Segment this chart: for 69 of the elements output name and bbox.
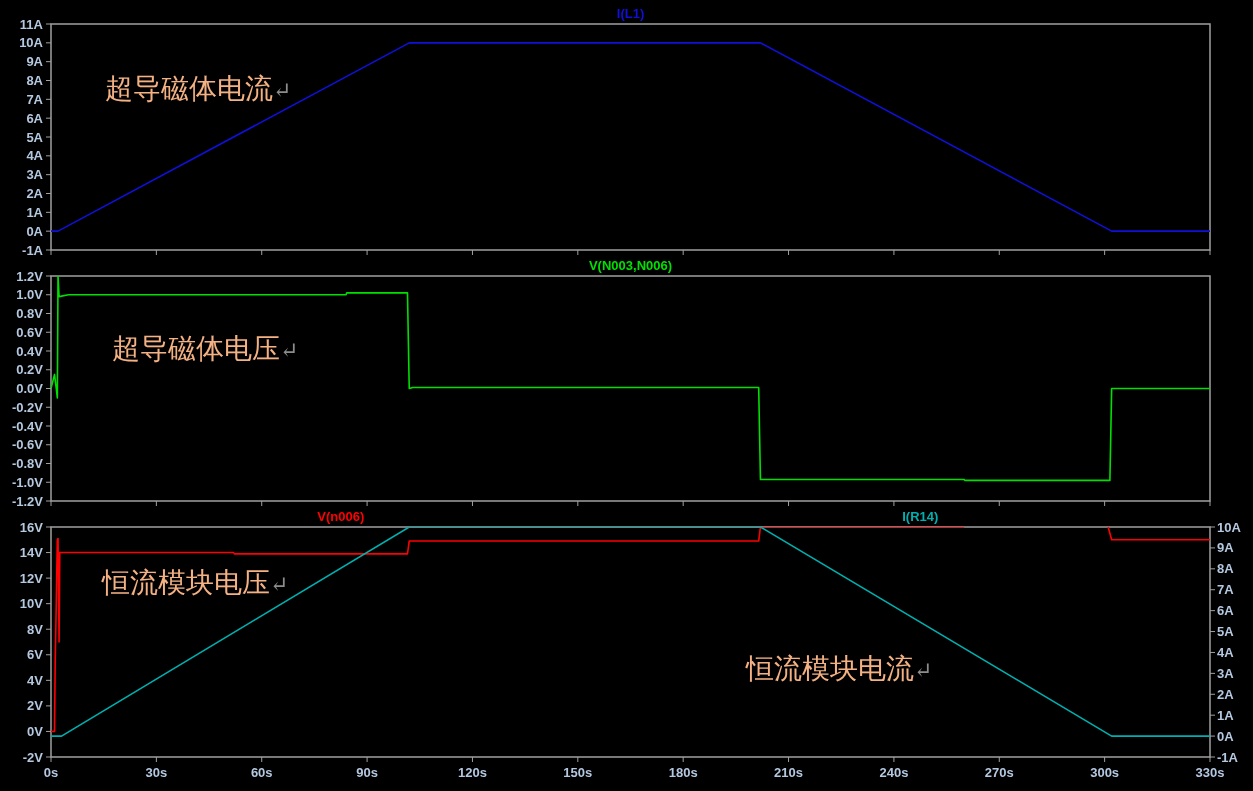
x-tick-label: 240s bbox=[879, 765, 909, 780]
y-tick-label: 7A bbox=[26, 91, 44, 107]
y-tick-label: -2V bbox=[22, 749, 44, 765]
series-label: I(L1) bbox=[616, 6, 645, 21]
x-tick-label: 330s bbox=[1195, 765, 1225, 780]
x-tick-label: 210s bbox=[774, 765, 804, 780]
y-tick-label: -1A bbox=[22, 242, 44, 258]
y-tick-label: 6A bbox=[26, 110, 44, 126]
y-tick-label: 0A bbox=[26, 223, 44, 239]
y2-tick-label: 4A bbox=[1217, 645, 1235, 660]
y2-tick-label: -1A bbox=[1217, 749, 1239, 765]
y2-tick-label: 5A bbox=[1217, 624, 1235, 640]
y-tick-label: 8V bbox=[27, 621, 44, 637]
y-tick-label: -1.0V bbox=[11, 474, 44, 490]
y-tick-label: 4V bbox=[27, 672, 44, 688]
text: V(n006) bbox=[317, 509, 365, 524]
y2-tick-label: 8A bbox=[1217, 561, 1235, 577]
y-tick-label: 10A bbox=[19, 35, 44, 51]
y-tick-label: 0.4V bbox=[16, 343, 44, 359]
y-tick-label: 2A bbox=[26, 186, 44, 202]
x-tick-label: 30s bbox=[145, 765, 168, 780]
y-tick-label: 14V bbox=[19, 545, 44, 561]
y-tick-label: -0.4V bbox=[11, 418, 44, 434]
annotation: 超导磁体电压↵ bbox=[112, 332, 299, 365]
y2-tick-label: 7A bbox=[1217, 582, 1235, 598]
y2-tick-label: 2A bbox=[1217, 686, 1235, 702]
x-tick-label: 300s bbox=[1090, 765, 1120, 780]
y2-tick-label: 3A bbox=[1217, 665, 1235, 681]
x-tick-label: 120s bbox=[457, 765, 487, 780]
line-series bbox=[51, 276, 1210, 482]
annotation: 超导磁体电流↵ bbox=[105, 72, 292, 105]
y-tick-label: -0.6V bbox=[11, 437, 44, 453]
y-tick-label: 11A bbox=[19, 16, 44, 32]
y-tick-label: -0.8V bbox=[11, 456, 44, 472]
text: I(R14) bbox=[902, 509, 939, 524]
text: V(N003,N006) bbox=[588, 258, 673, 273]
y-tick-label: 1.2V bbox=[16, 268, 44, 284]
y-tick-label: 1A bbox=[26, 204, 44, 220]
annotation: 恒流模块电压↵ bbox=[101, 566, 289, 599]
x-tick-label: 180s bbox=[668, 765, 698, 780]
x-tick-label: 270s bbox=[984, 765, 1014, 780]
y-tick-label: -0.2V bbox=[11, 399, 44, 415]
y-tick-label: 5A bbox=[26, 129, 44, 145]
y-tick-label: 0.2V bbox=[16, 362, 44, 378]
y-tick-label: 10V bbox=[19, 596, 44, 612]
y-tick-label: -1.2V bbox=[11, 493, 44, 509]
y2-tick-label: 6A bbox=[1217, 603, 1235, 619]
x-tick-label: 150s bbox=[563, 765, 593, 780]
y-tick-label: 12V bbox=[19, 570, 44, 586]
y2-tick-label: 9A bbox=[1217, 540, 1235, 556]
y-tick-label: 4A bbox=[26, 148, 44, 164]
y2-tick-label: 10A bbox=[1217, 519, 1242, 535]
y-tick-label: 8A bbox=[26, 73, 44, 89]
y-tick-label: 0V bbox=[27, 723, 44, 739]
x-tick-label: 60s bbox=[250, 765, 273, 780]
y-tick-label: 0.8V bbox=[16, 306, 44, 322]
y-tick-label: 6V bbox=[27, 647, 44, 663]
y-tick-label: 9A bbox=[26, 54, 44, 70]
x-tick-label: 0s bbox=[43, 765, 59, 780]
y2-tick-label: 0A bbox=[1217, 728, 1235, 744]
y-tick-label: 3A bbox=[26, 167, 44, 183]
y-tick-label: 0.6V bbox=[16, 324, 44, 340]
y-tick-label: 16V bbox=[19, 519, 44, 535]
y-tick-label: 0.0V bbox=[16, 381, 44, 397]
y-tick-label: 1.0V bbox=[16, 287, 44, 303]
y-tick-label: 2V bbox=[27, 698, 44, 714]
annotation: 恒流模块电流↵ bbox=[745, 652, 933, 685]
y2-tick-label: 1A bbox=[1217, 707, 1235, 723]
x-tick-label: 90s bbox=[356, 765, 378, 780]
